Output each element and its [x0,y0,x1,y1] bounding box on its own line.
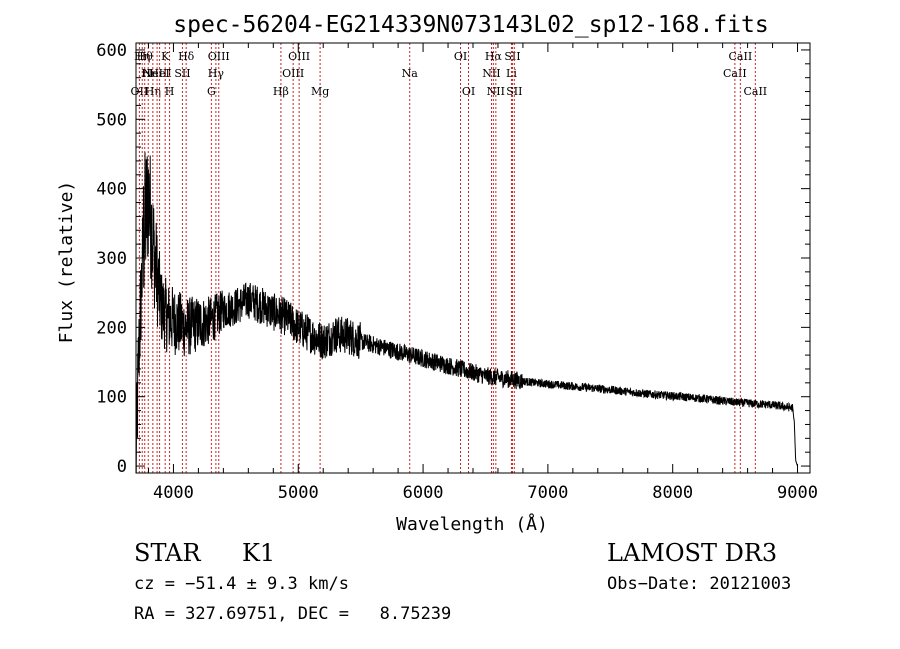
spectrum-line [135,152,798,474]
line-label: H [165,85,175,98]
line-label: Mg [311,85,329,98]
spectral-subclass: K1 [242,539,276,567]
y-tick-label: 500 [96,110,127,130]
line-label: Hη [145,85,161,98]
x-tick-label: 7000 [527,483,568,503]
redshift-cz: cz = −51.4 ± 9.3 km/s [134,574,349,594]
x-axis-label: Wavelength (Å) [396,513,548,535]
y-tick-label: 600 [96,41,127,61]
line-label: G [207,85,216,98]
line-label: HeI [149,67,169,80]
line-label: NeIII [143,67,172,80]
x-tick-label: 5000 [278,483,319,503]
line-label: SII [504,50,520,63]
y-tick-label: 400 [96,180,127,200]
y-axis-label: Flux (relative) [56,181,77,344]
line-label: SII [506,85,522,98]
object-type: STAR [134,539,201,567]
x-tick-label: 4000 [153,483,194,503]
emission-line-markers: OIIHηHθHιHηNeIIIHeIKHSIIHδGHγOIIIHβOIIIO… [131,43,767,473]
y-tick-label: 100 [96,388,127,408]
line-label: Hθ [137,50,154,63]
line-label: Hβ [273,85,289,98]
y-tick-label: 0 [117,457,127,477]
line-label: Hα [485,50,503,63]
line-label: CaII [743,85,767,98]
line-label: NII [487,85,505,98]
line-label: Hη [134,50,150,63]
line-label: CaII [723,67,747,80]
line-label: SII [174,67,190,80]
x-tick-label: 9000 [777,483,818,503]
line-label: Hγ [208,67,225,80]
line-label: Li [506,67,517,80]
line-label: Na [402,67,419,80]
axis-ticks: 4000 5000 6000 7000 8000 9000 0 100 200 300 400 500… [96,41,818,503]
x-tick-label: 6000 [403,483,444,503]
line-label: CaII [729,50,753,63]
y-tick-label: 200 [96,318,127,338]
plot-frame [135,42,811,474]
line-label: Hδ [178,50,195,63]
line-label: K [161,50,170,63]
line-label: Hι [141,67,155,80]
x-tick-label: 8000 [652,483,693,503]
coordinates: RA = 327.69751, DEC = 8.75239 [134,604,452,624]
line-label: OI [454,50,467,63]
line-label: OIII [282,67,304,80]
obs-date: Obs−Date: 20121003 [607,574,792,594]
line-label: NII [482,67,500,80]
line-label: OI [462,85,475,98]
survey-name: LAMOST DR3 [607,539,778,567]
line-label: OIII [288,50,310,63]
y-tick-label: 300 [96,249,127,269]
chart-title: spec-56204-EG214339N073143L02_sp12-168.f… [173,12,768,38]
line-label: OIII [208,50,230,63]
